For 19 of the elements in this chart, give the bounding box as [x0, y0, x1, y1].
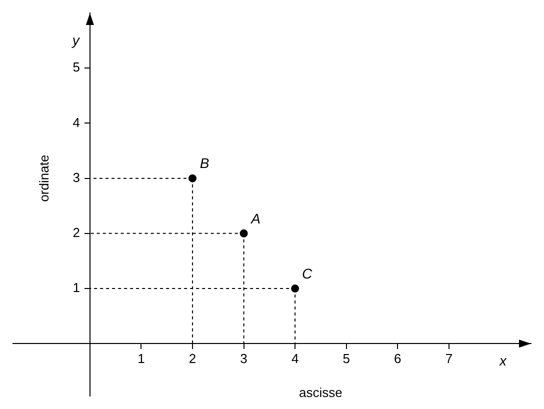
annotation: y [71, 32, 80, 48]
annotation: x [498, 352, 508, 369]
y-tick-label: 4 [72, 114, 80, 130]
x-tick-label: 4 [291, 351, 299, 366]
x-tick-label: 1 [138, 351, 145, 366]
y-tick-label: 1 [72, 280, 80, 296]
annotation: C [302, 265, 314, 282]
annotation: A [250, 210, 260, 226]
y-axis-title: ordinate [36, 154, 52, 202]
y-tick-label: 5 [72, 60, 80, 75]
annotation: B [200, 155, 210, 172]
x-tick-label: 7 [445, 351, 453, 366]
x-axis-title: ascisse [299, 385, 342, 400]
y-tick-label: 3 [72, 170, 80, 185]
y-tick-label: 2 [72, 225, 80, 240]
x-tick-label: 3 [240, 351, 248, 366]
x-tick-label: 5 [342, 351, 350, 366]
x-tick-label: 6 [394, 351, 402, 366]
x-tick-label: 2 [188, 351, 196, 366]
